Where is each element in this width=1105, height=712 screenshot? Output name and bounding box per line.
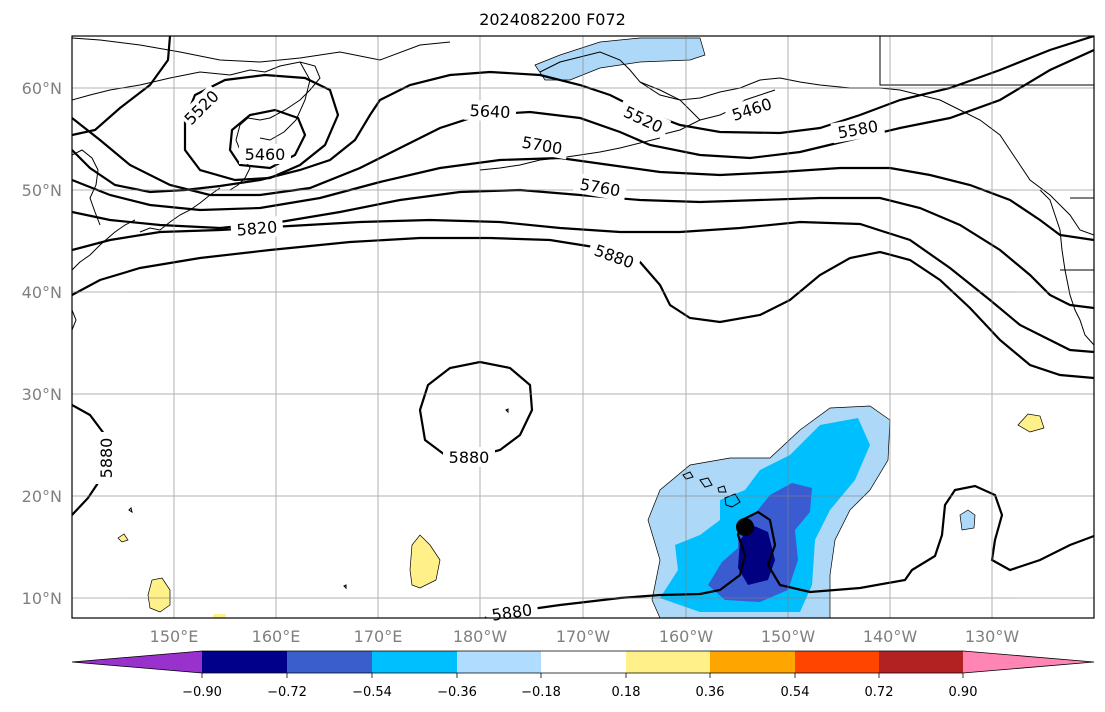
- lat-label-50n: 50°N: [22, 181, 62, 200]
- anomaly-region-yellow-central: [409, 534, 441, 589]
- colorbar-tick-label: 0.36: [696, 685, 725, 700]
- colorbar-tick-label: 0.72: [865, 685, 894, 700]
- contour-5880-south: [484, 484, 1094, 618]
- colorbar-segment-7: [710, 651, 795, 673]
- contour-label: 5880: [449, 448, 490, 467]
- lat-label-30n: 30°N: [22, 385, 62, 404]
- contour-5580-west: [72, 36, 1094, 194]
- lat-label-20n: 20°N: [22, 487, 62, 506]
- colorbar-segment-10: [963, 651, 1094, 673]
- lat-label-60n: 60°N: [22, 79, 62, 98]
- colorbar-segment-4: [457, 651, 541, 673]
- colorbar-tick-label: 0.18: [612, 685, 641, 700]
- map-title: 2024082200 F072: [479, 10, 626, 29]
- gridlines: [72, 36, 1094, 618]
- anomaly-shading: [117, 37, 1045, 618]
- lon-label-170w: 170°W: [556, 627, 611, 646]
- lon-label-180w: 180°W: [453, 627, 508, 646]
- lon-label-160e: 160°E: [252, 627, 301, 646]
- colorbar: −0.90 −0.72 −0.54 −0.36 −0.18 0.18 0.36 …: [71, 650, 1095, 700]
- colorbar-segment-8: [795, 651, 879, 673]
- lat-label-10n: 10°N: [22, 589, 62, 608]
- colorbar-tick-label: 0.54: [781, 685, 810, 700]
- lon-label-160w: 160°W: [659, 627, 714, 646]
- colorbar-segment-0: [72, 651, 202, 673]
- colorbar-segment-1: [202, 651, 287, 673]
- contour-5700: [72, 156, 1094, 242]
- contour-label: 5640: [469, 101, 511, 122]
- anomaly-region-yellow-bottom: [212, 614, 226, 618]
- anomaly-region-yellow-east: [1017, 413, 1045, 433]
- lon-label-140w: 140°W: [863, 627, 918, 646]
- colorbar-tick-label: −0.90: [182, 685, 222, 700]
- contour-label: 5880: [97, 438, 116, 479]
- contour-5580-top: [72, 36, 172, 137]
- colorbar-tick-label: −0.54: [352, 685, 392, 700]
- colorbar-segment-6: [626, 651, 710, 673]
- anomaly-region-bering: [534, 37, 706, 81]
- lon-label-170e: 170°E: [354, 627, 403, 646]
- colorbar-segment-3: [372, 651, 457, 673]
- colorbar-tick-label: −0.36: [437, 685, 477, 700]
- anomaly-region-dark-blue: [738, 525, 775, 585]
- storm-center-marker: [736, 518, 754, 536]
- anomaly-region-yellow-dot: [117, 533, 129, 543]
- colorbar-tick-label: −0.18: [521, 685, 561, 700]
- colorbar-tick-label: −0.72: [267, 685, 307, 700]
- colorbar-segment-2: [287, 651, 372, 673]
- contour-label: 5460: [245, 145, 286, 164]
- anomaly-region-small-blue: [959, 509, 976, 531]
- map-border: [71, 35, 1095, 619]
- lon-label-130w: 130°W: [965, 627, 1020, 646]
- lon-label-150w: 150°W: [761, 627, 816, 646]
- colorbar-tick-label: 0.90: [949, 685, 978, 700]
- contour-5640: [72, 48, 1094, 197]
- lat-label-40n: 40°N: [22, 283, 62, 302]
- lon-label-150e: 150°E: [150, 627, 199, 646]
- latitude-axis: 60°N 50°N 40°N 30°N 20°N 10°N: [22, 79, 62, 608]
- colorbar-segment-9: [879, 651, 963, 673]
- colorbar-segment-5: [541, 651, 626, 673]
- contour-label: 5820: [236, 217, 278, 239]
- contour-5880-north: [72, 236, 1094, 380]
- longitude-axis: 150°E 160°E 170°E 180°W 170°W 160°W 150°…: [150, 627, 1020, 646]
